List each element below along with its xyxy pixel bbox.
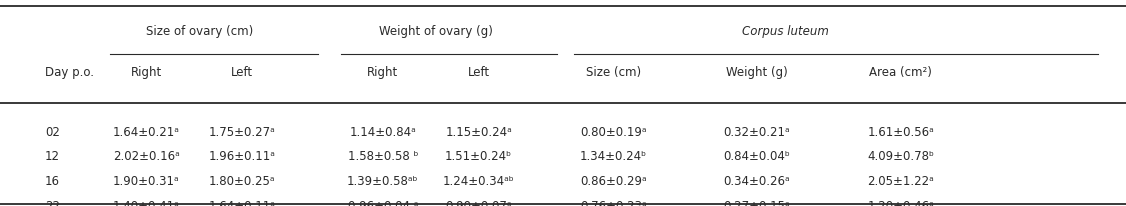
- Text: 0.80±0.19ᵃ: 0.80±0.19ᵃ: [580, 126, 647, 139]
- Text: 16: 16: [45, 175, 60, 188]
- Text: 2.05±1.22ᵃ: 2.05±1.22ᵃ: [867, 175, 935, 188]
- Text: Area (cm²): Area (cm²): [869, 66, 932, 79]
- Text: 0.32±0.21ᵃ: 0.32±0.21ᵃ: [723, 126, 790, 139]
- Text: 1.90±0.31ᵃ: 1.90±0.31ᵃ: [113, 175, 180, 188]
- Text: 1.40±0.41ᵃ: 1.40±0.41ᵃ: [113, 200, 180, 206]
- Text: Left: Left: [231, 66, 253, 79]
- Text: 1.14±0.84ᵃ: 1.14±0.84ᵃ: [349, 126, 417, 139]
- Text: 1.64±0.11ᵃ: 1.64±0.11ᵃ: [208, 200, 276, 206]
- Text: 22: 22: [45, 200, 60, 206]
- Text: 4.09±0.78ᵇ: 4.09±0.78ᵇ: [867, 150, 935, 163]
- Text: Right: Right: [367, 66, 399, 79]
- Text: 1.34±0.24ᵇ: 1.34±0.24ᵇ: [580, 150, 647, 163]
- Text: 0.34±0.26ᵃ: 0.34±0.26ᵃ: [723, 175, 790, 188]
- Text: 0.96±0.04 ᵃ: 0.96±0.04 ᵃ: [348, 200, 418, 206]
- Text: Size of ovary (cm): Size of ovary (cm): [146, 25, 253, 38]
- Text: Corpus luteum: Corpus luteum: [742, 25, 829, 38]
- Text: 0.76±0.23ᵃ: 0.76±0.23ᵃ: [580, 200, 647, 206]
- Text: Left: Left: [467, 66, 490, 79]
- Text: 1.96±0.11ᵃ: 1.96±0.11ᵃ: [208, 150, 276, 163]
- Text: Weight (g): Weight (g): [726, 66, 787, 79]
- Text: 0.90±0.07ᵃ: 0.90±0.07ᵃ: [445, 200, 512, 206]
- Text: 1.15±0.24ᵃ: 1.15±0.24ᵃ: [445, 126, 512, 139]
- Text: 0.84±0.04ᵇ: 0.84±0.04ᵇ: [723, 150, 790, 163]
- Text: 1.64±0.21ᵃ: 1.64±0.21ᵃ: [113, 126, 180, 139]
- Text: 1.20±0.46ᵃ: 1.20±0.46ᵃ: [867, 200, 935, 206]
- Text: 1.58±0.58 ᵇ: 1.58±0.58 ᵇ: [348, 150, 418, 163]
- Text: 0.27±0.15ᵃ: 0.27±0.15ᵃ: [723, 200, 790, 206]
- Text: 12: 12: [45, 150, 60, 163]
- Text: 2.02±0.16ᵃ: 2.02±0.16ᵃ: [113, 150, 180, 163]
- Text: 1.24±0.34ᵃᵇ: 1.24±0.34ᵃᵇ: [443, 175, 515, 188]
- Text: 02: 02: [45, 126, 60, 139]
- Text: 1.51±0.24ᵇ: 1.51±0.24ᵇ: [445, 150, 512, 163]
- Text: Day p.o.: Day p.o.: [45, 66, 95, 79]
- Text: 1.75±0.27ᵃ: 1.75±0.27ᵃ: [208, 126, 276, 139]
- Text: Right: Right: [131, 66, 162, 79]
- Text: Weight of ovary (g): Weight of ovary (g): [379, 25, 493, 38]
- Text: 0.86±0.29ᵃ: 0.86±0.29ᵃ: [580, 175, 647, 188]
- Text: 1.80±0.25ᵃ: 1.80±0.25ᵃ: [208, 175, 276, 188]
- Text: 1.61±0.56ᵃ: 1.61±0.56ᵃ: [867, 126, 935, 139]
- Text: 1.39±0.58ᵃᵇ: 1.39±0.58ᵃᵇ: [347, 175, 419, 188]
- Text: Size (cm): Size (cm): [587, 66, 641, 79]
